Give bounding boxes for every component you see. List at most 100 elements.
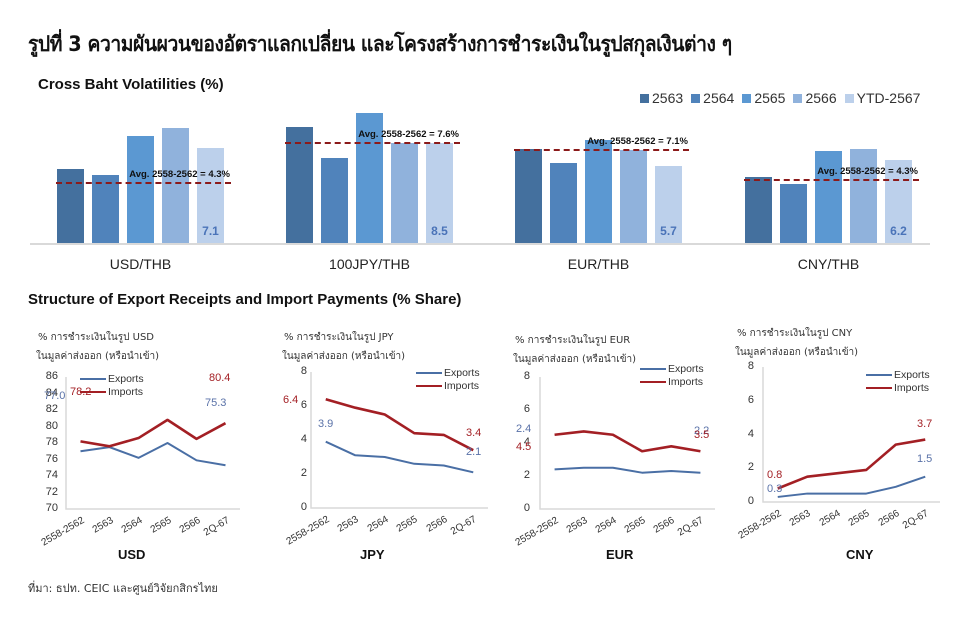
bar — [550, 163, 577, 243]
legend-swatch — [691, 93, 701, 103]
y-tick-label: 70 — [45, 502, 58, 514]
y-tick-label: 0 — [523, 502, 530, 514]
bar — [57, 169, 84, 243]
imports-line — [325, 397, 474, 452]
bar-value-label: 5.7 — [660, 224, 677, 238]
average-reference-label: Avg. 2558-2562 = 4.3% — [817, 166, 918, 177]
y-tick-label: 80 — [45, 419, 58, 432]
exports-line — [777, 475, 926, 498]
bar — [745, 177, 772, 243]
bar-value-label: 8.5 — [431, 224, 448, 238]
volatility-legend: 2563 2564 2565 2566 YTD-2567 — [640, 90, 920, 106]
chart-subtitle: ในมูลค่าส่งออก (หรือนำเข้า) — [513, 354, 637, 365]
y-tick-label: 86 — [45, 370, 58, 382]
bar-value-label: 7.1 — [202, 224, 219, 238]
bar — [162, 127, 189, 243]
chart-subtitle: % การชำระเงินในรูป CNY — [737, 328, 853, 339]
exports-legend-line-icon — [866, 374, 892, 376]
y-tick-label: 6 — [523, 403, 530, 415]
average-reference-label: Avg. 2558-2562 = 7.6% — [358, 129, 459, 140]
bar — [815, 150, 842, 243]
data-label: 0.8 — [767, 469, 783, 481]
legend-label: Exports — [108, 373, 144, 385]
imports-legend-line-icon — [416, 385, 442, 387]
legend-item-exports: Exports — [416, 367, 480, 379]
bar — [286, 127, 313, 243]
legend-label: 2564 — [703, 90, 735, 106]
bar — [780, 184, 807, 243]
y-tick-label: 82 — [45, 403, 58, 415]
legend-item-exports: Exports — [640, 363, 704, 375]
exports-legend-line-icon — [640, 368, 666, 370]
data-label: 2.1 — [466, 446, 482, 458]
category-label: CNY/THB — [797, 256, 860, 272]
data-label: 77.0 — [44, 390, 66, 402]
y-tick-label: 2 — [523, 469, 530, 481]
average-reference-line — [285, 142, 460, 144]
category-label: EUR/THB — [567, 256, 630, 272]
chart-subtitle: % การชำระเงินในรูป USD — [38, 332, 154, 343]
bar — [515, 148, 542, 243]
imports-legend-line-icon — [640, 381, 666, 383]
legend-item-2565: 2565 — [742, 90, 785, 106]
legend-label: 2565 — [754, 90, 786, 106]
legend-label: Imports — [444, 380, 480, 392]
imports-line — [554, 430, 701, 453]
legend-label: 2563 — [652, 90, 684, 106]
y-tick-label: 8 — [523, 370, 530, 382]
data-label: 4.5 — [516, 441, 532, 453]
legend-swatch — [844, 93, 854, 103]
average-reference-label: Avg. 2558-2562 = 4.3% — [129, 169, 230, 180]
legend-item-exports: Exports — [866, 369, 930, 381]
y-tick-label: 2 — [300, 467, 307, 479]
legend-item-imports: Imports — [866, 382, 929, 394]
data-label: 3.7 — [917, 418, 933, 430]
data-label: 2.2 — [694, 425, 710, 437]
legend-swatch — [640, 93, 649, 103]
average-reference-line — [744, 179, 919, 181]
average-reference-label: Avg. 2558-2562 = 7.1% — [587, 136, 688, 147]
bar — [197, 147, 224, 243]
bar-value-label: 6.2 — [890, 224, 907, 238]
chart-subtitle: % การชำระเงินในรูป JPY — [284, 332, 394, 343]
imports-line — [80, 418, 227, 448]
data-label: 1.5 — [917, 453, 933, 465]
y-tick-label: 0 — [747, 495, 754, 507]
bar — [620, 149, 647, 243]
legend-label: Imports — [108, 386, 144, 398]
exports-line — [325, 440, 474, 474]
chart-subtitle: ในมูลค่าส่งออก (หรือนำเข้า) — [36, 351, 160, 362]
imports-line — [777, 438, 926, 490]
legend-item-2566: 2566 — [793, 90, 837, 106]
data-label: 75.3 — [205, 397, 227, 409]
exports-line — [80, 442, 226, 467]
legend-label: Exports — [894, 369, 930, 381]
legend-label: Imports — [894, 382, 930, 394]
legend-item-exports: Exports — [80, 373, 144, 385]
bar — [92, 174, 119, 243]
y-tick-label: 78 — [45, 436, 58, 448]
y-tick-label: 74 — [45, 469, 58, 481]
legend-swatch — [793, 93, 803, 103]
legend-label: Exports — [444, 367, 480, 379]
exports-line — [554, 466, 701, 474]
legend-label: 2566 — [805, 90, 837, 106]
bar — [585, 140, 612, 243]
average-reference-line — [514, 149, 689, 151]
exports-legend-line-icon — [80, 378, 106, 380]
exports-legend-line-icon — [416, 372, 442, 374]
chart-currency-label: CNY — [846, 547, 874, 562]
y-tick-label: 4 — [523, 436, 530, 448]
legend-item-imports: Imports — [80, 386, 143, 398]
legend-item-imports: Imports — [640, 376, 703, 388]
volatility-bar-chart: 7.1 Avg. 2558-2562 = 4.3% USD/THB 8.5 Avg. 2… — [0, 0, 960, 290]
y-tick-label: 6 — [747, 393, 754, 406]
y-tick-label: 0 — [300, 501, 307, 513]
bar — [391, 142, 418, 243]
bar — [356, 113, 383, 243]
average-reference-line — [56, 182, 231, 184]
